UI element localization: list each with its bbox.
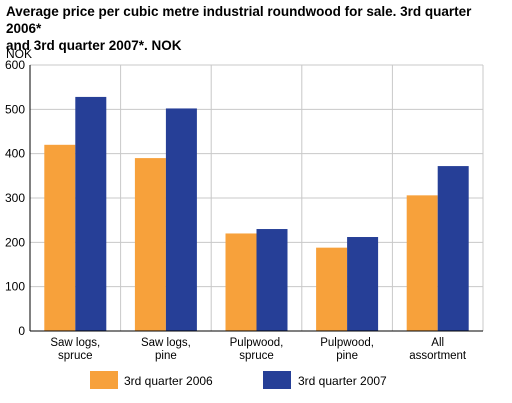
axes (29, 65, 483, 332)
category-label: Saw logs, spruce (50, 337, 100, 362)
bar-series-1 (225, 233, 257, 331)
bar-series-1 (134, 158, 166, 331)
y-tick-label: 300 (5, 191, 25, 205)
y-tick-label: 500 (5, 102, 25, 116)
y-tick-label: 100 (5, 280, 25, 294)
legend: 3rd quarter 2006 3rd quarter 2007 (90, 371, 387, 389)
y-tick-label: 400 (5, 147, 25, 161)
chart-title-line-1: Average price per cubic metre industrial… (6, 4, 472, 36)
category-labels: Saw logs, spruce Saw logs, pine Pulpwood, spr… (50, 337, 467, 362)
legend-swatch (263, 371, 291, 389)
bar-series-2 (165, 108, 197, 332)
category-label: All assortment (409, 337, 467, 362)
bar-series-1 (406, 195, 438, 331)
y-axis-unit-label: NOK (6, 47, 32, 61)
bars (44, 96, 469, 332)
category-label: Pulpwood, spruce (230, 337, 284, 362)
y-tick-label: 0 (18, 324, 25, 338)
bar-series-2 (347, 237, 379, 331)
chart-title: Average price per cubic metre industrial… (6, 3, 506, 54)
bar-series-2 (437, 166, 469, 331)
legend-label: 3rd quarter 2007 (298, 374, 387, 388)
bar-series-1 (316, 247, 348, 331)
bar-series-2 (75, 96, 107, 331)
y-tick-label: 200 (5, 235, 25, 249)
y-tick-labels: 0 100 200 300 400 500 600 (5, 58, 25, 338)
legend-swatch (90, 371, 118, 389)
bar-series-1 (44, 144, 76, 331)
bar-series-2 (256, 229, 288, 331)
chart-title-line-2: and 3rd quarter 2007*. NOK (6, 38, 182, 53)
legend-label: 3rd quarter 2006 (124, 374, 213, 388)
category-label: Pulpwood, pine (320, 337, 374, 362)
category-label: Saw logs, pine (141, 337, 191, 362)
y-tick-label: 600 (5, 58, 25, 72)
